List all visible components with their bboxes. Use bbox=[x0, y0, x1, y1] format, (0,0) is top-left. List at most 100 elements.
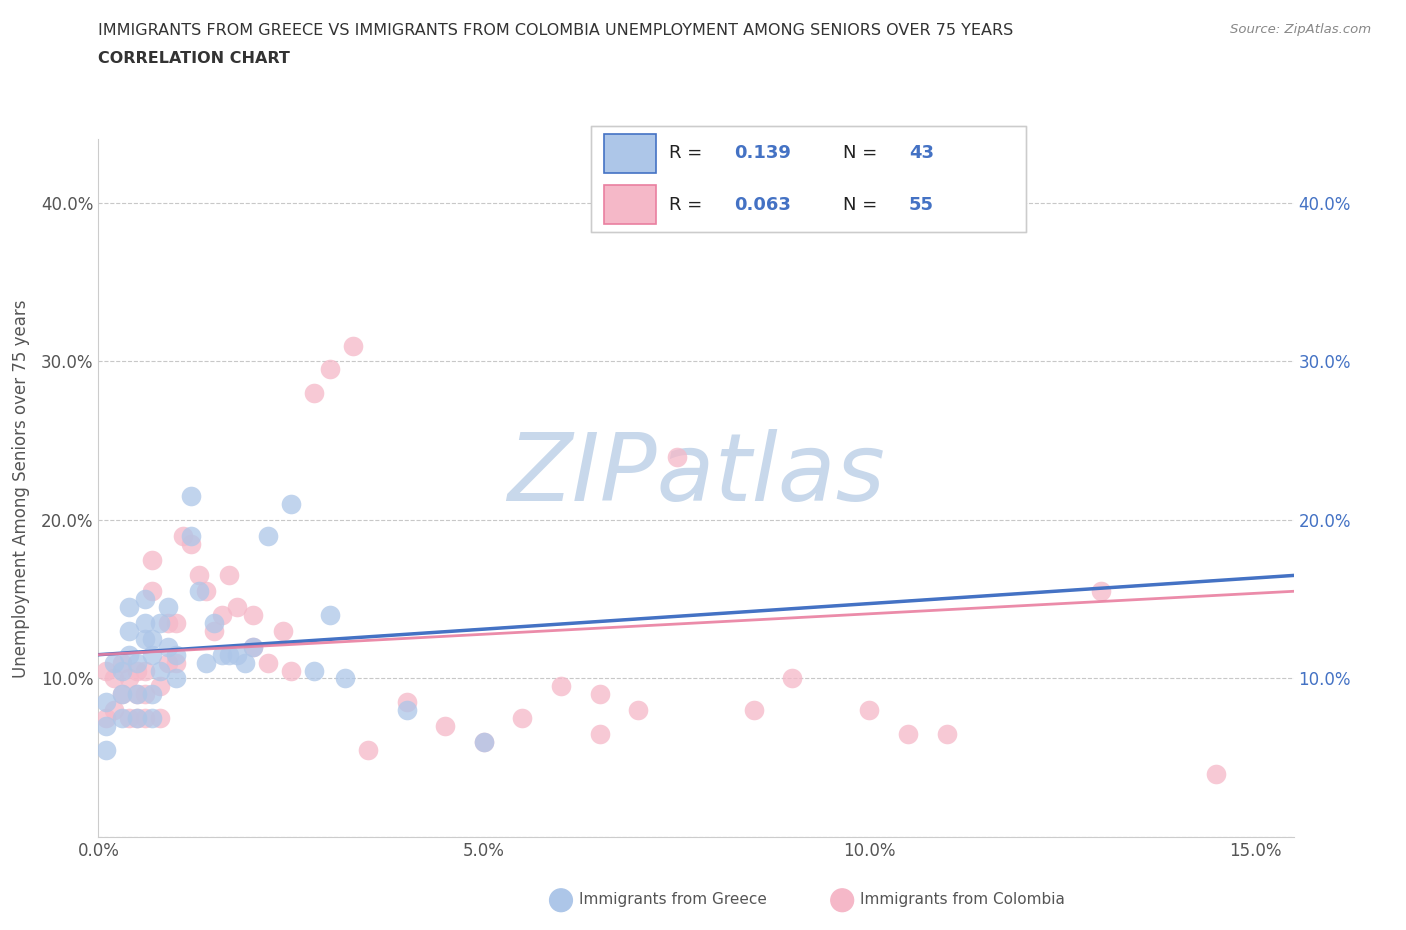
Point bbox=[118, 711, 141, 725]
Point bbox=[149, 679, 172, 694]
Text: N =: N = bbox=[844, 144, 883, 163]
Point bbox=[94, 663, 117, 678]
Text: Source: ZipAtlas.com: Source: ZipAtlas.com bbox=[1230, 23, 1371, 36]
Point bbox=[304, 663, 326, 678]
Point bbox=[165, 655, 187, 670]
Point bbox=[211, 607, 233, 622]
Point bbox=[333, 671, 356, 686]
Text: 43: 43 bbox=[908, 144, 934, 163]
Point bbox=[550, 679, 572, 694]
Point bbox=[1090, 584, 1112, 599]
Point bbox=[165, 671, 187, 686]
Point bbox=[357, 742, 380, 757]
Point bbox=[103, 671, 125, 686]
Point bbox=[319, 607, 342, 622]
Bar bbox=[603, 185, 655, 224]
Y-axis label: Unemployment Among Seniors over 75 years: Unemployment Among Seniors over 75 years bbox=[11, 299, 30, 677]
Point bbox=[257, 655, 280, 670]
Point bbox=[118, 623, 141, 638]
Point bbox=[165, 616, 187, 631]
Point bbox=[242, 639, 264, 654]
Point bbox=[434, 719, 457, 734]
Point bbox=[1205, 766, 1227, 781]
Point bbox=[242, 607, 264, 622]
Point bbox=[156, 639, 179, 654]
Point bbox=[156, 655, 179, 670]
Point bbox=[304, 386, 326, 401]
Point bbox=[233, 655, 256, 670]
Point bbox=[134, 687, 156, 702]
Point bbox=[141, 687, 163, 702]
Point bbox=[180, 537, 202, 551]
Bar bbox=[603, 134, 655, 173]
Point bbox=[897, 726, 920, 741]
Point bbox=[149, 711, 172, 725]
Point bbox=[226, 600, 249, 615]
Point bbox=[280, 663, 302, 678]
Point bbox=[125, 655, 148, 670]
Text: Immigrants from Greece: Immigrants from Greece bbox=[579, 892, 768, 907]
Point bbox=[94, 711, 117, 725]
Point bbox=[187, 584, 209, 599]
Text: R =: R = bbox=[669, 144, 709, 163]
Text: Immigrants from Colombia: Immigrants from Colombia bbox=[860, 892, 1066, 907]
Point bbox=[125, 711, 148, 725]
Point bbox=[218, 647, 240, 662]
Point bbox=[280, 497, 302, 512]
Point bbox=[94, 742, 117, 757]
Point bbox=[395, 703, 418, 718]
Point bbox=[242, 639, 264, 654]
Point bbox=[195, 584, 218, 599]
Text: CORRELATION CHART: CORRELATION CHART bbox=[98, 51, 290, 66]
Point bbox=[141, 631, 163, 646]
Point bbox=[472, 735, 495, 750]
Point bbox=[627, 703, 650, 718]
Circle shape bbox=[550, 889, 572, 911]
Point bbox=[211, 647, 233, 662]
Point bbox=[118, 671, 141, 686]
Point bbox=[472, 735, 495, 750]
Point bbox=[156, 616, 179, 631]
Point bbox=[141, 647, 163, 662]
Point bbox=[141, 711, 163, 725]
Point bbox=[110, 687, 132, 702]
Text: R =: R = bbox=[669, 195, 709, 214]
Point bbox=[935, 726, 957, 741]
Point bbox=[187, 568, 209, 583]
Circle shape bbox=[831, 889, 853, 911]
Point bbox=[103, 655, 125, 670]
Point bbox=[141, 552, 163, 567]
Point bbox=[172, 528, 194, 543]
Text: 55: 55 bbox=[908, 195, 934, 214]
Point bbox=[94, 695, 117, 710]
Point bbox=[742, 703, 765, 718]
Point bbox=[110, 687, 132, 702]
Point bbox=[588, 687, 610, 702]
Point bbox=[665, 449, 688, 464]
Point bbox=[273, 623, 295, 638]
Point bbox=[110, 655, 132, 670]
Text: ZIPatlas: ZIPatlas bbox=[508, 429, 884, 520]
Point bbox=[180, 489, 202, 504]
Point bbox=[180, 528, 202, 543]
Point bbox=[858, 703, 880, 718]
Text: IMMIGRANTS FROM GREECE VS IMMIGRANTS FROM COLOMBIA UNEMPLOYMENT AMONG SENIORS OV: IMMIGRANTS FROM GREECE VS IMMIGRANTS FRO… bbox=[98, 23, 1014, 38]
Point bbox=[149, 616, 172, 631]
Point bbox=[588, 726, 610, 741]
Point bbox=[110, 663, 132, 678]
Point bbox=[165, 647, 187, 662]
Point bbox=[134, 631, 156, 646]
Text: 0.139: 0.139 bbox=[734, 144, 792, 163]
Point bbox=[134, 711, 156, 725]
Point bbox=[94, 719, 117, 734]
Point bbox=[125, 663, 148, 678]
Text: 0.063: 0.063 bbox=[734, 195, 792, 214]
Point bbox=[125, 711, 148, 725]
Text: N =: N = bbox=[844, 195, 883, 214]
Point bbox=[512, 711, 534, 725]
Point bbox=[195, 655, 218, 670]
Point bbox=[118, 647, 141, 662]
Point bbox=[395, 695, 418, 710]
Point bbox=[134, 591, 156, 606]
Point bbox=[342, 339, 364, 353]
